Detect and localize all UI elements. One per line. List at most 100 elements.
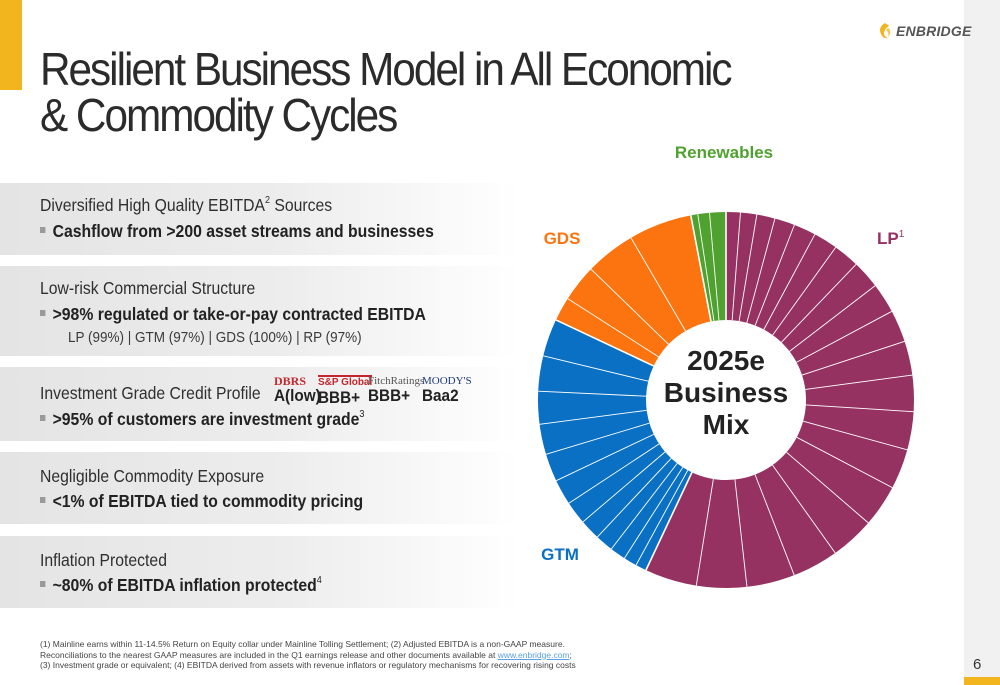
bullet-square-icon xyxy=(40,415,46,421)
donut-slices xyxy=(538,212,914,588)
bullet-square-icon xyxy=(40,581,46,587)
panel-heading: Investment Grade Credit Profile xyxy=(40,383,261,403)
sub-segment-divider xyxy=(709,212,720,321)
grade-moodys: Baa2 xyxy=(422,386,459,405)
rating-dbrs: DBRS A(low) xyxy=(274,375,326,405)
bullet-square-icon xyxy=(40,227,46,233)
sub-segment-divider xyxy=(543,355,649,382)
business-mix-donut-chart: Renewables GDS LP1 GTM 2025e Business Mi… xyxy=(538,143,914,588)
grade-sp: BBB+ xyxy=(318,388,361,407)
corner-accent xyxy=(964,677,1000,685)
panel-commodity: Negligible Commodity Exposure <1% of EBI… xyxy=(0,452,520,524)
slice-label-renewables: Renewables xyxy=(675,143,773,162)
sub-segment-divider xyxy=(567,298,659,358)
sub-segment-divider xyxy=(731,212,741,321)
footnote-line-1: (1) Mainline earns within 11-14.5% Retur… xyxy=(40,639,565,649)
sub-segment-divider xyxy=(568,443,660,504)
sub-segment-divider xyxy=(538,390,647,397)
brand-name: ENBRIDGE xyxy=(896,23,972,39)
page-number: 6 xyxy=(973,656,982,673)
slice-label-gds: GDS xyxy=(544,229,581,248)
sub-segment-divider xyxy=(754,224,795,326)
sub-segment-divider xyxy=(781,264,857,343)
sub-segment-divider xyxy=(734,479,748,587)
panel-heading: Diversified High Quality EBITDA2 Sources xyxy=(40,195,333,215)
sub-segment-divider xyxy=(596,458,672,538)
enbridge-link[interactable]: www.enbridge.com xyxy=(497,649,570,660)
sub-segment-divider xyxy=(805,404,914,413)
sub-segment-divider xyxy=(611,463,678,550)
sub-segment-divider xyxy=(624,467,684,559)
page-title: Resilient Business Model in All Economic… xyxy=(40,43,733,141)
segment-divider xyxy=(555,319,654,367)
sub-segment-divider xyxy=(590,268,669,345)
center-line-1: 2025e xyxy=(687,345,765,376)
panel-bullet: >98% regulated or take-or-pay contracted… xyxy=(40,304,426,325)
sub-segment-divider xyxy=(582,451,666,523)
slice-gtm xyxy=(538,319,692,571)
right-margin-strip xyxy=(964,0,1000,685)
sub-segment-divider xyxy=(746,218,776,323)
slice-label-gtm: GTM xyxy=(541,545,579,564)
sub-segment-divider xyxy=(803,420,908,451)
donut-dividers xyxy=(538,212,914,587)
slice-gds xyxy=(555,215,712,366)
slice-renewables xyxy=(690,212,726,322)
center-line-3: Mix xyxy=(703,409,750,440)
sub-segment-divider xyxy=(630,237,686,332)
agency-moodys: MOODY'S xyxy=(422,375,472,387)
sub-segment-divider xyxy=(796,310,893,363)
footnotes: (1) Mainline earns within 11-14.5% Retur… xyxy=(40,639,576,671)
panel-inflation: Inflation Protected ~80% of EBITDA infla… xyxy=(0,536,520,608)
sub-segment-divider xyxy=(695,478,714,586)
sub-segment-divider xyxy=(697,214,715,321)
sub-segment-divider xyxy=(772,247,837,336)
grade-dbrs: A(low) xyxy=(274,386,321,405)
panel-heading: Inflation Protected xyxy=(40,550,167,570)
panel-heading: Low-risk Commercial Structure xyxy=(40,278,256,298)
panel-heading: Negligible Commodity Exposure xyxy=(40,466,265,486)
agency-sp: S&P Global xyxy=(318,375,373,388)
sub-segment-divider xyxy=(738,214,758,322)
sub-segment-divider xyxy=(635,470,689,566)
bullet-square-icon xyxy=(40,310,46,316)
bullet-square-icon xyxy=(40,497,46,503)
segment-divider xyxy=(645,472,693,571)
sub-segment-divider xyxy=(754,474,795,576)
rating-moodys: MOODY'S Baa2 xyxy=(422,375,472,405)
panel-diversified: Diversified High Quality EBITDA2 Sources… xyxy=(0,183,520,255)
sub-segment-divider xyxy=(805,374,913,390)
rating-sp: S&P Global BBB+ xyxy=(318,375,373,407)
segment-divider xyxy=(689,215,712,322)
panel-bullet: ~80% of EBITDA inflation protected4 xyxy=(40,575,322,596)
grade-fitch: BBB+ xyxy=(368,386,411,405)
sub-segment-divider xyxy=(545,422,650,455)
footnote-line-2: Reconciliations to the nearest GAAP meas… xyxy=(40,649,572,660)
sub-segment-divider xyxy=(772,464,836,554)
panel-credit: Investment Grade Credit Profile >95% of … xyxy=(0,367,520,441)
panel-bullet: <1% of EBITDA tied to commodity pricing xyxy=(40,491,363,512)
footnote-line-3: (3) Investment grade or equivalent; (4) … xyxy=(40,660,576,670)
panel-commercial: Low-risk Commercial Structure >98% regul… xyxy=(0,266,520,356)
slice-lp xyxy=(645,212,914,588)
title-line-2: & Commodity Cycles xyxy=(40,89,398,141)
enbridge-logo: ENBRIDGE xyxy=(876,22,972,40)
agency-dbrs: DBRS xyxy=(274,374,307,388)
sub-segment-divider xyxy=(763,234,816,330)
sub-segment-divider xyxy=(539,409,647,425)
enbridge-flame-icon xyxy=(880,23,891,39)
sub-segment-divider xyxy=(556,433,654,482)
slice-label-lp: LP1 xyxy=(877,229,905,248)
sub-segment-divider xyxy=(789,285,876,352)
panel-bullet: >95% of customers are investment grade3 xyxy=(40,409,364,430)
title-line-1: Resilient Business Model in All Economic xyxy=(40,43,733,95)
accent-bar xyxy=(0,0,22,90)
center-line-2: Business xyxy=(664,377,789,408)
sub-segment-divider xyxy=(786,451,869,524)
sub-segment-divider xyxy=(796,436,893,489)
agency-fitch: FitchRatings xyxy=(368,375,425,387)
panel-subtext: LP (99%) | GTM (97%) | GDS (100%) | RP (… xyxy=(68,329,362,346)
rating-fitch: FitchRatings BBB+ xyxy=(368,375,424,405)
sub-segment-divider xyxy=(801,340,905,376)
panel-bullet: Cashflow from >200 asset streams and bus… xyxy=(40,221,434,242)
